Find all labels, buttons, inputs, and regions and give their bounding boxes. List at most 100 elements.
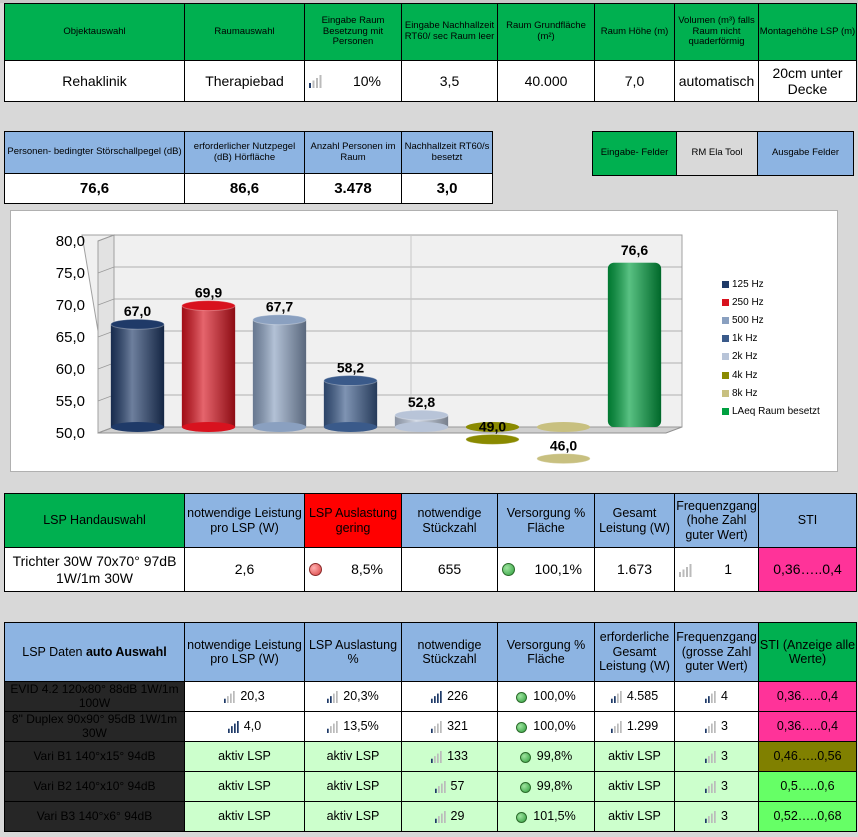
legend-item: LAeq Raum besetzt bbox=[722, 402, 820, 420]
bar-top-3 bbox=[323, 375, 378, 387]
nachhallzeit-besetzt-value: 3,0 bbox=[401, 173, 493, 204]
manual-auslastung-cell: 8,5% bbox=[304, 547, 402, 592]
auto-gesamt-leistung-value: aktiv LSP bbox=[608, 809, 661, 824]
header-lsp-auslastung: LSP Auslastung gering bbox=[304, 493, 402, 548]
legend-label: 125 Hz bbox=[732, 278, 764, 290]
hoehe-input[interactable]: 7,0 bbox=[594, 60, 675, 102]
lsp-model-cell[interactable]: 8" Duplex 90x90° 95dB 1W/1m 30W bbox=[4, 711, 185, 742]
header-auto-auslastung: LSP Auslastung % bbox=[304, 622, 402, 682]
table-row: EVID 4.2 120x80° 88dB 1W/1m 100W 20,3 20,3… bbox=[4, 681, 857, 712]
auto-gesamt-leistung-cell: aktiv LSP bbox=[594, 771, 675, 802]
auto-auslastung-cell: 13,5% bbox=[304, 711, 402, 742]
auto-auslastung-cell: 20,3% bbox=[304, 681, 402, 712]
header-versorgung: Versorgung % Fläche bbox=[497, 493, 595, 548]
bar-base-0 bbox=[110, 422, 165, 432]
auto-gesamt-leistung-value: aktiv LSP bbox=[608, 779, 661, 794]
chart-canvas: 50,0 55,0 60,0 65,0 70,0 75,0 80,0 67,0 69,9 67,7… bbox=[56, 233, 683, 465]
header-auto-auswahl-label: auto Auswahl bbox=[85, 644, 167, 659]
auto-gesamt-leistung-value: 4.585 bbox=[626, 689, 659, 704]
montagehoehe-input[interactable]: 20cm unter Decke bbox=[758, 60, 857, 102]
green-status-icon bbox=[502, 563, 515, 576]
legend-swatch bbox=[722, 389, 729, 397]
lsp-handauswahl-select[interactable]: Trichter 30W 70x70° 97dB 1W/1m 30W bbox=[4, 547, 185, 592]
auto-auslastung-value: aktiv LSP bbox=[326, 779, 380, 794]
signal-bars-icon bbox=[327, 691, 338, 704]
auto-versorgung-cell: 100,0% bbox=[497, 681, 595, 712]
auto-lsp-table: LSP Daten auto Auswahl notwendige Leistu… bbox=[4, 622, 857, 832]
auto-frequenzgang-value: 3 bbox=[721, 809, 728, 824]
table-row: Vari B1 140°x15° 94dB aktiv LSP aktiv LSP 1… bbox=[4, 741, 857, 772]
auto-sti-value: 0,46…..0,56 bbox=[758, 741, 857, 772]
auto-leistung-value: 4,0 bbox=[243, 719, 262, 734]
auto-gesamt-leistung-cell: aktiv LSP bbox=[594, 741, 675, 772]
bar-value-label: 67,0 bbox=[124, 303, 151, 319]
header-grundflaeche: Raum Grundfläche (m²) bbox=[497, 3, 595, 61]
legend-swatch bbox=[722, 335, 729, 343]
auto-frequenzgang-value: 3 bbox=[721, 779, 728, 794]
auto-gesamt-leistung-cell: 1.299 bbox=[594, 711, 675, 742]
auto-stueckzahl-value: 133 bbox=[447, 749, 468, 764]
signal-bars-icon bbox=[327, 721, 338, 734]
lsp-model-label: Vari B1 140°x15° 94dB bbox=[33, 748, 156, 763]
header-anzahl-personen: Anzahl Personen im Raum bbox=[304, 131, 402, 174]
green-status-icon bbox=[519, 751, 531, 763]
volumen-input[interactable]: automatisch bbox=[674, 60, 759, 102]
auto-stueckzahl-cell: 226 bbox=[401, 681, 498, 712]
legend-item: 2k Hz bbox=[722, 348, 820, 366]
legend-label: 250 Hz bbox=[732, 296, 764, 308]
bar-value-label: 49,0 bbox=[479, 418, 506, 434]
signal-bars-icon bbox=[679, 563, 692, 577]
bar-shade-7 bbox=[607, 262, 662, 427]
stoerschallpegel-value: 76,6 bbox=[4, 173, 185, 204]
besetzung-input[interactable]: 10% bbox=[304, 60, 402, 102]
auto-leistung-cell: aktiv LSP bbox=[184, 771, 305, 802]
auto-sti-value: 0,36…..0,4 bbox=[758, 681, 857, 712]
lsp-model-cell[interactable]: Vari B1 140°x15° 94dB bbox=[4, 741, 185, 772]
auto-auslastung-cell: aktiv LSP bbox=[304, 741, 402, 772]
y-tick-label: 75,0 bbox=[56, 265, 85, 282]
signal-bars-icon bbox=[431, 721, 442, 734]
auto-stueckzahl-cell: 133 bbox=[401, 741, 498, 772]
header-nachhallzeit: Eingabe Nachhallzeit RT60/ sec Raum leer bbox=[401, 3, 498, 61]
lsp-model-cell[interactable]: Vari B2 140°x10° 94dB bbox=[4, 771, 185, 802]
header-hoehe: Raum Höhe (m) bbox=[594, 3, 675, 61]
bar-top-5 bbox=[465, 433, 520, 445]
lsp-model-cell[interactable]: Vari B3 140°x6° 94dB bbox=[4, 801, 185, 832]
auto-leistung-value: aktiv LSP bbox=[218, 779, 271, 794]
auto-auslastung-cell: aktiv LSP bbox=[304, 801, 402, 832]
auto-frequenzgang-cell: 3 bbox=[674, 741, 759, 772]
anzahl-personen-value: 3.478 bbox=[304, 173, 402, 204]
header-nachhallzeit-besetzt: Nachhallzeit RT60/s besetzt bbox=[401, 131, 493, 174]
auto-stueckzahl-cell: 321 bbox=[401, 711, 498, 742]
auto-versorgung-value: 99,8% bbox=[536, 749, 573, 764]
header-auto-sti: STI (Anzeige alle Werte) bbox=[758, 622, 857, 682]
auto-leistung-cell: aktiv LSP bbox=[184, 801, 305, 832]
lsp-model-cell[interactable]: EVID 4.2 120x80° 88dB 1W/1m 100W bbox=[4, 681, 185, 712]
lsp-model-label: Vari B3 140°x6° 94dB bbox=[36, 808, 153, 823]
bar-shade-1 bbox=[181, 305, 236, 427]
bar-value-label: 46,0 bbox=[550, 438, 577, 454]
signal-bars-icon bbox=[705, 751, 716, 764]
frequency-chart: 50,0 55,0 60,0 65,0 70,0 75,0 80,0 67,0 69,9 67,7… bbox=[10, 210, 838, 472]
objekt-select[interactable]: Rehaklinik bbox=[4, 60, 185, 102]
legend-swatch bbox=[722, 353, 729, 361]
lsp-model-label: 8" Duplex 90x90° 95dB 1W/1m 30W bbox=[11, 711, 178, 740]
bar-top-6 bbox=[536, 453, 591, 465]
legend-item: 4k Hz bbox=[722, 366, 820, 384]
header-auto-gesamt-leistung: erforderliche Gesamt Leistung (W) bbox=[594, 622, 675, 682]
gridline bbox=[97, 298, 682, 306]
manual-gesamt-leistung-value: 1.673 bbox=[594, 547, 675, 592]
auto-leistung-cell: 4,0 bbox=[184, 711, 305, 742]
auto-versorgung-cell: 100,0% bbox=[497, 711, 595, 742]
auto-gesamt-leistung-value: aktiv LSP bbox=[608, 749, 661, 764]
grundflaeche-input[interactable]: 40.000 bbox=[497, 60, 595, 102]
raum-select[interactable]: Therapiebad bbox=[184, 60, 305, 102]
auto-gesamt-leistung-cell: aktiv LSP bbox=[594, 801, 675, 832]
manual-auslastung-value: 8,5% bbox=[351, 561, 383, 578]
auto-versorgung-cell: 99,8% bbox=[497, 771, 595, 802]
nachhallzeit-input[interactable]: 3,5 bbox=[401, 60, 498, 102]
legend-tool: RM Ela Tool bbox=[676, 131, 758, 176]
header-sti: STI bbox=[758, 493, 857, 548]
header-objektauswahl: Objektauswahl bbox=[4, 3, 185, 61]
input-table: Objektauswahl Raumauswahl Eingabe Raum B… bbox=[4, 3, 857, 102]
